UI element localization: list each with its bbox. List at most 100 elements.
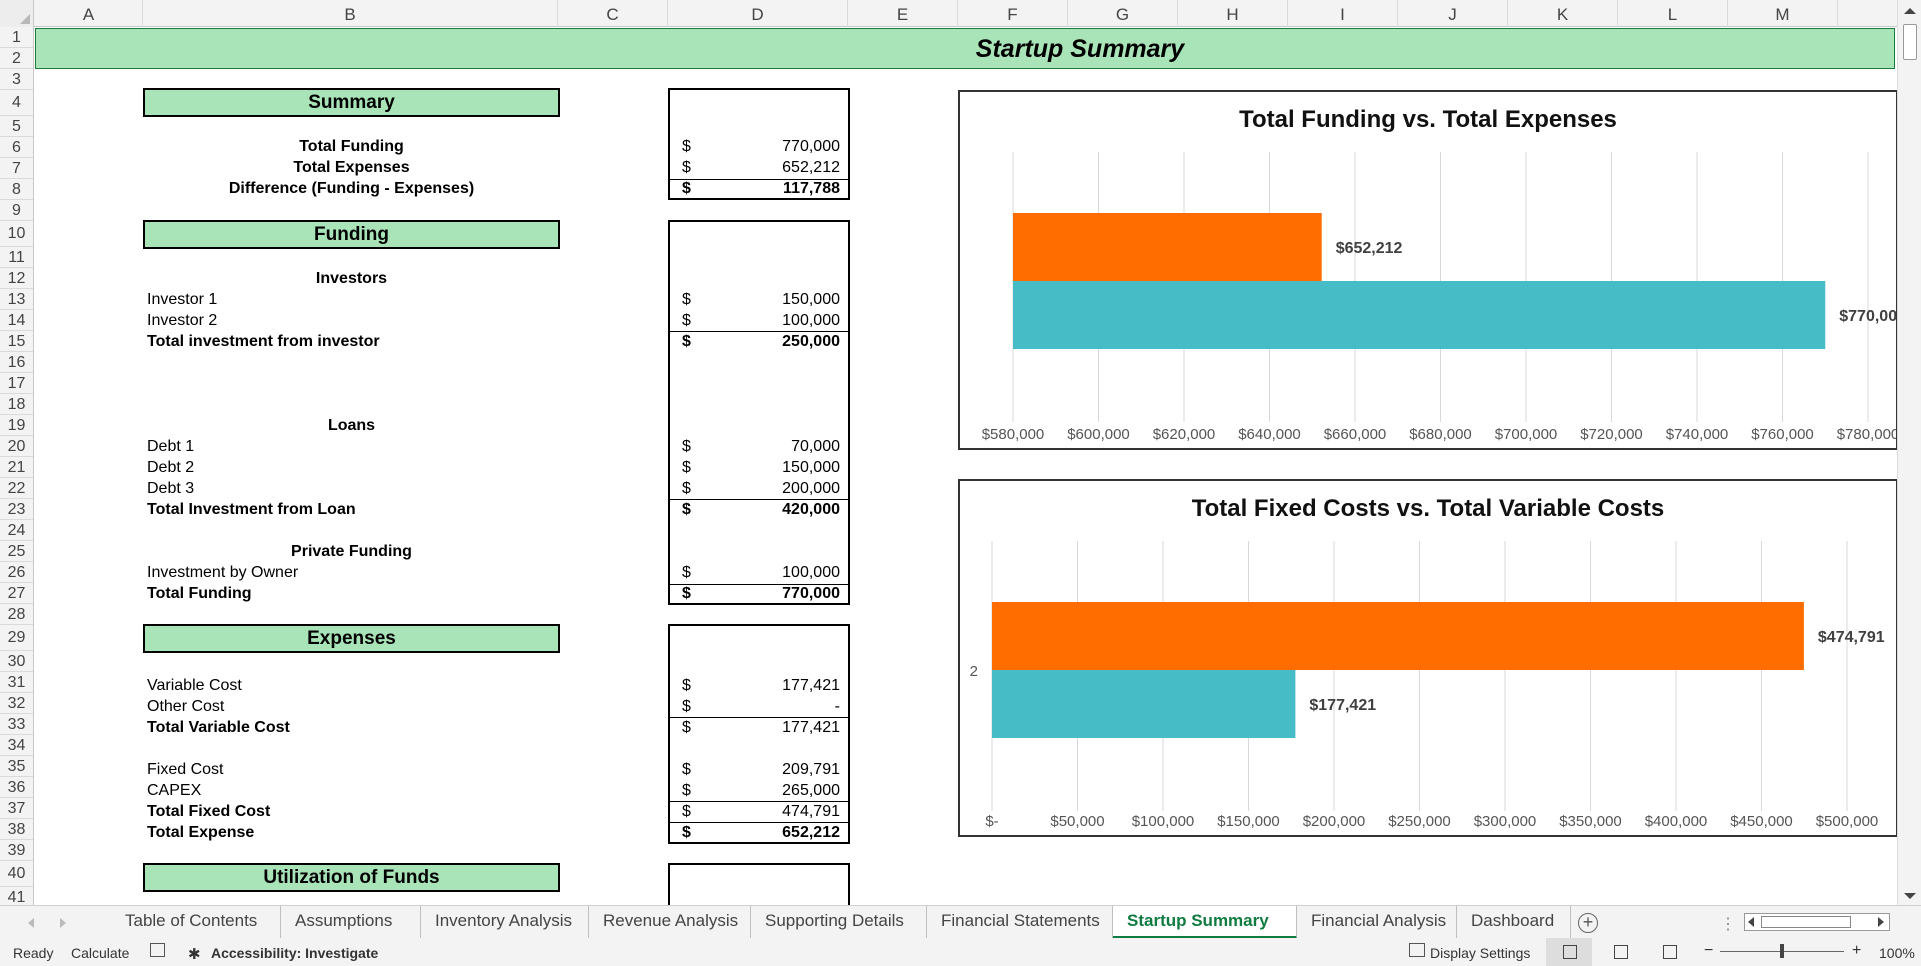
row-header[interactable]: 22 [0, 478, 33, 499]
display-settings-button[interactable]: Display Settings [1430, 945, 1531, 961]
column-header[interactable]: G [1068, 0, 1178, 27]
row-header[interactable]: 8 [0, 179, 33, 200]
row-header[interactable]: 37 [0, 798, 33, 819]
row-header[interactable]: 23 [0, 499, 33, 520]
sheet-tab[interactable]: Inventory Analysis [421, 906, 589, 939]
fixed-vs-variable-chart[interactable]: Total Fixed Costs vs. Total Variable Cos… [958, 479, 1898, 837]
normal-view-button[interactable] [1546, 938, 1592, 966]
column-header[interactable]: L [1618, 0, 1728, 27]
row-header[interactable]: 11 [0, 247, 33, 268]
row-header[interactable]: 30 [0, 651, 33, 672]
tab-next-icon[interactable] [60, 918, 66, 928]
row-header[interactable]: 18 [0, 394, 33, 415]
debt1-value[interactable]: 70,000 [791, 438, 840, 455]
total-expenses-value[interactable]: 652,212 [782, 159, 840, 176]
zoom-out-icon[interactable]: − [1704, 942, 1714, 959]
row-header[interactable]: 26 [0, 562, 33, 583]
sheet-statistics-icon[interactable] [150, 943, 165, 957]
row-header[interactable]: 19 [0, 415, 33, 436]
row-header[interactable]: 39 [0, 840, 33, 861]
row-header[interactable]: 28 [0, 604, 33, 625]
column-header[interactable]: K [1508, 0, 1618, 27]
column-header[interactable]: I [1288, 0, 1398, 27]
horizontal-scrollbar[interactable] [1744, 913, 1890, 931]
sheet-tab[interactable]: Dashboard [1457, 906, 1571, 939]
funding-vs-expenses-chart[interactable]: Total Funding vs. Total Expenses $580,00… [958, 90, 1898, 450]
row-header[interactable]: 10 [0, 221, 33, 247]
title-banner[interactable]: Startup Summary [35, 28, 1895, 69]
page-break-icon[interactable] [1663, 945, 1677, 959]
zoom-slider-thumb[interactable] [1780, 944, 1784, 958]
sheet-tab[interactable]: Assumptions [281, 906, 421, 939]
scroll-right-icon[interactable] [1878, 917, 1884, 927]
row-header[interactable]: 40 [0, 861, 33, 887]
add-sheet-icon[interactable]: + [1578, 913, 1598, 933]
row-header[interactable]: 2 [0, 48, 33, 69]
capex-value[interactable]: 265,000 [782, 782, 840, 799]
scroll-thumb[interactable] [1761, 916, 1851, 928]
summary-section-header[interactable]: Summary [143, 88, 560, 117]
row-header[interactable]: 32 [0, 693, 33, 714]
select-all-corner[interactable] [0, 0, 34, 27]
scroll-down-icon[interactable] [1904, 893, 1916, 899]
sheet-tab[interactable]: Table of Contents [111, 906, 281, 939]
row-header[interactable]: 41 [0, 887, 33, 905]
vertical-scrollbar[interactable] [1897, 0, 1921, 905]
zoom-in-icon[interactable]: + [1852, 942, 1862, 959]
row-header[interactable]: 31 [0, 672, 33, 693]
total-fixed-cost-value[interactable]: 474,791 [782, 803, 840, 820]
utilization-section-header[interactable]: Utilization of Funds [143, 863, 560, 892]
fixed-cost-value[interactable]: 209,791 [782, 761, 840, 778]
row-header[interactable]: 16 [0, 352, 33, 373]
column-header[interactable]: B [143, 0, 558, 27]
row-header[interactable]: 6 [0, 137, 33, 158]
display-settings-icon[interactable] [1409, 943, 1425, 957]
column-header[interactable]: E [848, 0, 958, 27]
row-header[interactable]: 15 [0, 331, 33, 352]
column-header[interactable]: J [1398, 0, 1508, 27]
row-header[interactable]: 4 [0, 90, 33, 116]
owner-investment-value[interactable]: 100,000 [782, 564, 840, 581]
sheet-tab[interactable]: Financial Analysis [1297, 906, 1457, 939]
total-variable-cost-value[interactable]: 177,421 [782, 719, 840, 736]
sheet-tab[interactable]: Startup Summary [1113, 906, 1297, 939]
investor1-value[interactable]: 150,000 [782, 291, 840, 308]
column-header[interactable]: A [35, 0, 143, 27]
column-header[interactable]: F [958, 0, 1068, 27]
sheet-tab[interactable]: Revenue Analysis [589, 906, 751, 939]
more-options-icon[interactable]: ⋮ [1720, 916, 1736, 933]
column-header[interactable]: H [1178, 0, 1288, 27]
spreadsheet-grid[interactable]: ABCDEFGHIJKLMN 1234567891011121314151617… [0, 0, 1921, 905]
row-header[interactable]: 1 [0, 27, 33, 48]
column-header[interactable]: M [1728, 0, 1838, 27]
row-header[interactable]: 38 [0, 819, 33, 840]
tab-prev-icon[interactable] [28, 918, 34, 928]
scroll-thumb[interactable] [1903, 24, 1917, 60]
row-header[interactable]: 14 [0, 310, 33, 331]
expenses-section-header[interactable]: Expenses [143, 624, 560, 653]
row-header[interactable]: 35 [0, 756, 33, 777]
investor2-value[interactable]: 100,000 [782, 312, 840, 329]
difference-value[interactable]: 117,788 [783, 180, 840, 197]
debt2-value[interactable]: 150,000 [782, 459, 840, 476]
total-funding-value[interactable]: 770,000 [782, 138, 840, 155]
row-header[interactable]: 5 [0, 116, 33, 137]
row-header[interactable]: 13 [0, 289, 33, 310]
variable-cost-value[interactable]: 177,421 [782, 677, 840, 694]
row-header[interactable]: 27 [0, 583, 33, 604]
funding-section-header[interactable]: Funding [143, 220, 560, 249]
column-header[interactable]: C [558, 0, 668, 27]
total-loan-value[interactable]: 420,000 [782, 501, 840, 518]
row-header[interactable]: 3 [0, 69, 33, 90]
page-layout-icon[interactable] [1614, 945, 1628, 959]
row-header[interactable]: 36 [0, 777, 33, 798]
row-header[interactable]: 20 [0, 436, 33, 457]
debt3-value[interactable]: 200,000 [782, 480, 840, 497]
row-header[interactable]: 17 [0, 373, 33, 394]
row-header[interactable]: 12 [0, 268, 33, 289]
zoom-level[interactable]: 100% [1879, 945, 1915, 961]
row-header[interactable]: 25 [0, 541, 33, 562]
accessibility-icon[interactable]: ✱ [188, 946, 201, 963]
row-header[interactable]: 34 [0, 735, 33, 756]
total-expense-value[interactable]: 652,212 [782, 824, 840, 841]
